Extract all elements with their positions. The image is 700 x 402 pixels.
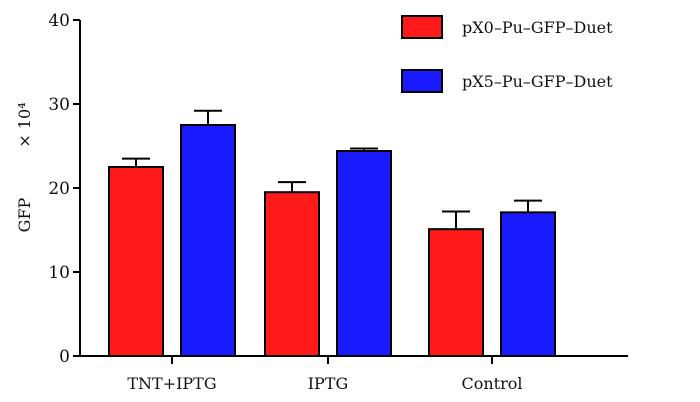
legend: pX0–Pu–GFP–Duet pX5–Pu–GFP–Duet [401,15,613,93]
y-axis: 0 10 20 30 40 [48,11,81,367]
legend-label-series-2: pX5–Pu–GFP–Duet [462,72,613,91]
y-tick-label: 20 [48,179,70,199]
bar-series-1 [428,228,484,357]
bar-series-2 [336,150,392,357]
legend-swatch-series-1 [401,15,443,39]
legend-swatch-series-2 [401,69,443,93]
bars [108,124,556,357]
y-tick-label: 10 [48,263,70,283]
y-tick-label: 40 [48,11,70,31]
bar-series-1 [108,166,164,357]
bar-series-1 [264,191,320,357]
category-labels: TNT+IPTG IPTG Control [127,374,522,393]
x-axis [80,355,628,364]
y-axis-multiplier: × 10⁴ [15,102,34,147]
x-tick-label: Control [461,374,522,393]
bar-series-2 [180,124,236,357]
legend-label-series-1: pX0–Pu–GFP–Duet [462,18,613,37]
y-tick-label: 0 [59,347,70,367]
x-tick-label: TNT+IPTG [127,374,216,393]
x-tick-label: IPTG [308,374,349,393]
y-axis-label: GFP [15,197,34,232]
bar-series-2 [500,211,556,357]
error-bars [122,109,542,230]
y-tick-label: 30 [48,95,70,115]
